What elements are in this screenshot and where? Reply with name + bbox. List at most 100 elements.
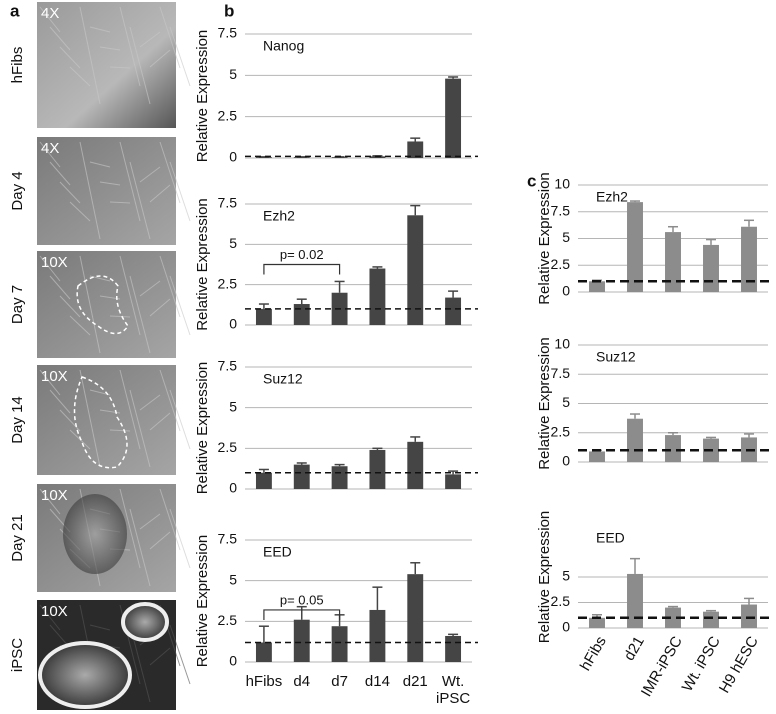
texture xyxy=(49,26,71,51)
image-label: Day 4 xyxy=(9,171,26,210)
texture xyxy=(39,604,61,631)
image-label: Day 7 xyxy=(9,285,26,324)
y-tick-label: 0 xyxy=(229,149,237,165)
texture xyxy=(139,31,161,48)
annotation: p= 0.05 xyxy=(280,592,324,607)
bar xyxy=(293,304,310,325)
bar xyxy=(589,617,605,628)
chart-title: EED xyxy=(596,530,625,546)
bar xyxy=(255,308,272,325)
texture xyxy=(149,531,171,550)
texture xyxy=(49,275,71,300)
bar xyxy=(255,472,272,489)
y-axis-label: Relative Expression xyxy=(194,362,211,495)
bar xyxy=(741,604,757,628)
chart-title: Ezh2 xyxy=(596,189,628,205)
chart-title: EED xyxy=(263,544,292,560)
y-axis-label: Relative Expression xyxy=(536,337,553,470)
y-tick-label: 2.5 xyxy=(218,612,238,628)
y-axis-label: Relative Expression xyxy=(194,535,211,668)
panel-label: c xyxy=(527,171,536,190)
bar xyxy=(665,607,681,628)
magnification: 10X xyxy=(41,368,68,385)
bar xyxy=(741,226,757,292)
texture xyxy=(129,275,151,354)
texture xyxy=(159,141,181,204)
panel-a: 4X hFibs 4X Day 4 10X Day 7 10X Day 14 10X Day 21… xyxy=(9,2,191,710)
x-tick-label: d4 xyxy=(293,673,310,690)
bar xyxy=(369,449,386,489)
y-tick-label: 7.5 xyxy=(551,365,571,381)
texture xyxy=(49,389,71,414)
y-tick-label: 7.5 xyxy=(218,358,238,374)
texture xyxy=(39,141,61,168)
texture xyxy=(119,255,141,336)
x-tick-label: d21 xyxy=(403,673,428,690)
texture xyxy=(89,161,111,168)
texture xyxy=(159,255,181,318)
bar xyxy=(445,297,462,325)
texture xyxy=(169,161,191,222)
texture xyxy=(89,26,111,33)
bar xyxy=(293,619,310,662)
y-tick-label: 0 xyxy=(562,283,570,299)
texture xyxy=(149,49,171,68)
y-tick-label: 5 xyxy=(229,571,237,587)
texture xyxy=(69,66,91,87)
texture xyxy=(109,315,131,318)
texture xyxy=(59,181,81,204)
texture xyxy=(169,26,191,87)
y-tick-label: 2.5 xyxy=(218,439,238,455)
texture xyxy=(169,508,191,569)
magnification: 10X xyxy=(41,487,68,504)
texture xyxy=(139,394,161,411)
y-tick-label: 7.5 xyxy=(218,531,238,547)
bar xyxy=(445,474,462,489)
texture xyxy=(39,6,61,33)
image-label: iPSC xyxy=(9,638,26,672)
x-tick-label: d7 xyxy=(331,673,348,690)
texture xyxy=(59,409,81,432)
y-tick-label: 7.5 xyxy=(218,25,238,41)
significance-bracket xyxy=(263,263,341,275)
bar xyxy=(627,418,643,462)
image-label: Day 14 xyxy=(9,396,26,444)
texture xyxy=(109,429,131,432)
bar xyxy=(589,451,605,462)
texture xyxy=(169,624,191,685)
y-tick-label: 5 xyxy=(562,394,570,410)
image-label: hFibs xyxy=(9,47,26,84)
x-tick-label: d14 xyxy=(365,673,390,690)
y-axis-label: Relative Expression xyxy=(536,511,553,644)
y-axis-label: Relative Expression xyxy=(194,30,211,163)
y-tick-label: 7.5 xyxy=(551,202,571,218)
y-tick-label: 5 xyxy=(562,229,570,245)
texture xyxy=(109,66,131,69)
texture xyxy=(69,201,91,222)
y-tick-label: 10 xyxy=(554,176,570,192)
texture xyxy=(149,647,171,666)
bar xyxy=(331,466,348,489)
texture xyxy=(79,255,101,354)
texture xyxy=(149,412,171,431)
bar xyxy=(445,635,462,662)
micrograph xyxy=(37,365,176,475)
y-tick-label: 0 xyxy=(229,653,237,669)
colony xyxy=(121,602,169,642)
bar xyxy=(255,642,272,662)
texture xyxy=(119,6,141,87)
texture xyxy=(169,275,191,336)
bar xyxy=(293,464,310,489)
y-tick-label: 5 xyxy=(229,235,237,251)
magnification: 4X xyxy=(41,140,59,157)
y-tick-label: 0 xyxy=(229,316,237,332)
y-tick-label: 5 xyxy=(229,398,237,414)
texture xyxy=(69,315,91,336)
texture xyxy=(139,280,161,297)
bar xyxy=(665,232,681,292)
texture xyxy=(39,255,61,282)
chart-title: Suz12 xyxy=(596,349,636,365)
y-axis-label: Relative Expression xyxy=(536,172,553,305)
texture xyxy=(119,369,141,450)
texture xyxy=(149,298,171,317)
